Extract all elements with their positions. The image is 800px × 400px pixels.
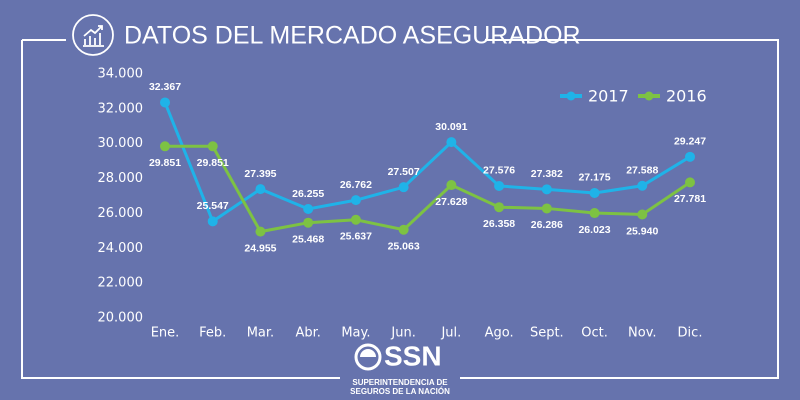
data-label: 30.091 [435,121,467,133]
data-point [685,177,695,188]
x-tick-label: Feb. [199,326,226,341]
chart-title: DATOS DEL MERCADO ASEGURADOR [124,22,581,50]
data-point [541,184,552,195]
data-label: 25.637 [340,231,372,243]
y-tick-label: 20.000 [98,311,144,326]
logo-line: SEGUROS DE LA NACIÓN [350,387,450,396]
x-tick-label: Ene. [151,326,180,341]
data-point [350,214,361,225]
data-point [398,182,409,193]
data-point [255,184,266,195]
x-tick-label: Abr. [295,326,320,341]
x-tick-label: Sept. [530,326,564,341]
x-tick-label: Jun. [390,326,415,341]
data-point [494,180,505,191]
data-label: 26.286 [531,219,563,231]
x-tick-label: Jul. [440,326,461,341]
x-tick-label: Mar. [247,326,274,341]
data-label: 32.367 [149,81,181,93]
data-point [160,97,170,108]
data-label: 29.851 [197,157,229,169]
y-tick-label: 28.000 [98,171,144,186]
data-label: 26.358 [483,218,515,230]
data-point [494,202,505,213]
data-point [541,203,552,214]
series-line [165,144,691,234]
y-tick-label: 34.000 [98,67,144,82]
legend-label: 2016 [666,87,707,106]
data-label: 25.063 [388,241,420,253]
data-label: 27.576 [483,165,515,177]
data-label: 27.175 [578,172,610,184]
x-tick-label: Dic. [678,326,703,341]
data-point [303,203,314,214]
data-label: 24.955 [244,242,276,254]
legend-label: 2017 [588,87,629,106]
data-label: 27.628 [435,196,467,208]
data-point [637,180,648,191]
data-point [207,216,218,227]
data-point [255,226,266,237]
data-label: 26.023 [578,224,610,236]
title-icon [72,14,114,56]
x-tick-label: Nov. [628,326,657,341]
data-label: 27.507 [388,166,420,178]
data-label: 27.382 [531,168,563,180]
data-point [446,180,457,191]
legend-dot [566,91,576,101]
y-tick-label: 30.000 [98,136,144,151]
data-point [589,208,600,219]
logo-text: SSN [384,340,442,371]
footer-logo: SSN SUPERINTENDENCIA DE SEGUROS DE LA NA… [350,340,450,396]
data-label: 25.547 [197,200,229,212]
y-tick-label: 22.000 [98,276,144,291]
data-label: 25.468 [292,233,324,245]
data-label: 27.781 [674,193,706,205]
data-label: 26.762 [340,179,372,191]
x-tick-label: Ago. [485,326,514,341]
data-label: 27.588 [626,165,658,177]
x-tick-label: May. [341,326,370,341]
logo-line: SUPERINTENDENCIA DE [352,378,448,387]
data-label: 25.940 [626,225,658,237]
frame [21,39,779,379]
data-label: 26.255 [292,188,324,200]
y-tick-label: 32.000 [98,101,144,116]
data-point [398,224,409,235]
series-line [163,101,691,224]
x-tick-label: Oct. [581,326,608,341]
legend-dot [644,91,654,101]
data-point [446,137,457,148]
data-point [589,187,600,198]
data-point [303,217,314,228]
data-point [685,151,695,162]
y-tick-label: 24.000 [98,241,144,256]
y-tick-label: 26.000 [98,206,144,221]
data-label: 29.247 [674,136,706,148]
data-point [160,141,170,152]
data-point [207,141,218,152]
data-label: 29.851 [149,157,181,169]
data-point [350,195,361,206]
data-label: 27.395 [244,168,276,180]
data-point [637,209,648,220]
